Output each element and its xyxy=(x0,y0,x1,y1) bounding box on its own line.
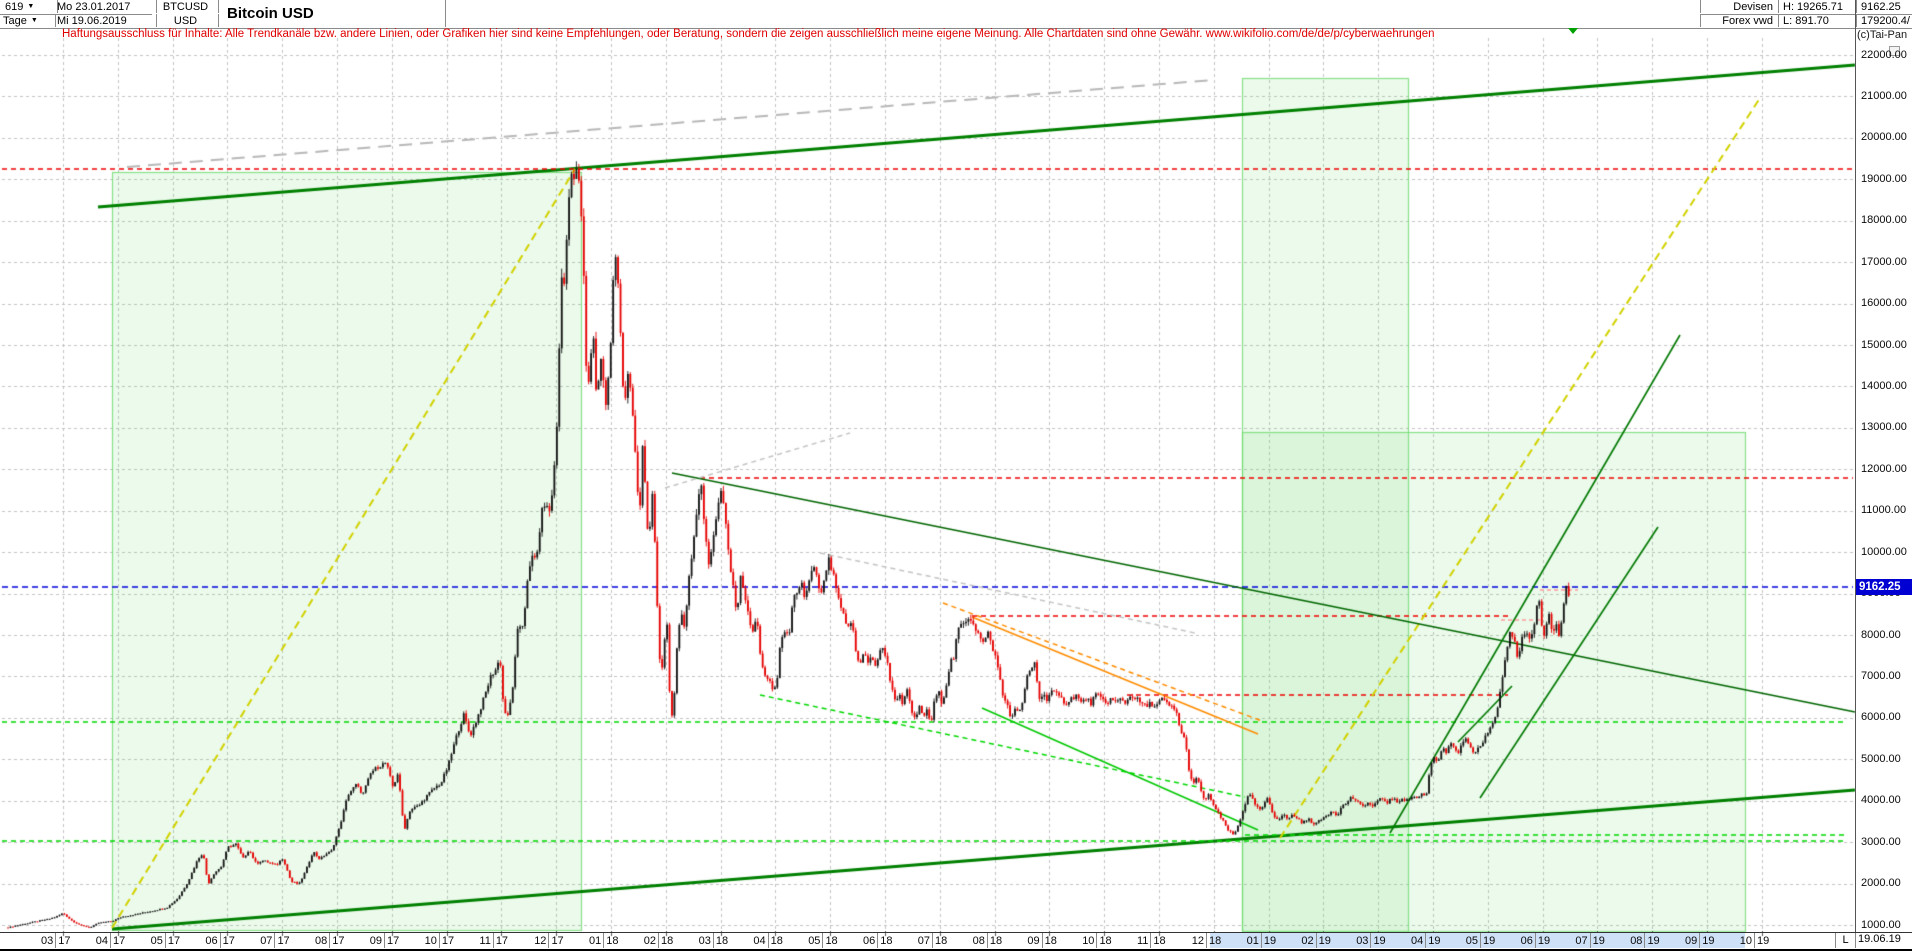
time-tick-label: 06 18 xyxy=(863,933,893,948)
price-tick-label: 10000.00 xyxy=(1861,545,1907,558)
resize-handle[interactable] xyxy=(1889,46,1900,56)
time-tick-label: 05 17 xyxy=(150,933,181,948)
time-tick-label: 10 17 xyxy=(424,933,455,948)
bars-count-dropdown[interactable]: 619 ▼ xyxy=(0,0,58,13)
time-tick-label: 01 18 xyxy=(589,933,619,948)
price-tick-label: 18000.00 xyxy=(1861,214,1907,227)
time-tick-label: 10 19 xyxy=(1739,933,1770,948)
time-tick-label: 04 19 xyxy=(1411,933,1441,948)
copyright-label: (c)Tai-Pan xyxy=(1857,29,1908,41)
marker-triangle-icon xyxy=(1568,28,1578,34)
time-tick-label: 03 17 xyxy=(41,933,71,948)
time-tick-label: 11 17 xyxy=(479,933,509,948)
price-tick-label: 7000.00 xyxy=(1861,669,1901,682)
price-tick-label: 19000.00 xyxy=(1861,172,1907,185)
time-tick-label: 07 17 xyxy=(260,933,290,948)
chevron-down-icon: ▼ xyxy=(27,3,35,10)
price-tick-label: 22000.00 xyxy=(1861,48,1907,61)
time-tick-label: 03 18 xyxy=(698,933,729,948)
time-tick-label: 06 19 xyxy=(1520,933,1551,948)
last-bar-marker: L xyxy=(1835,932,1856,948)
volume-cell: 179200.4/ xyxy=(1856,14,1912,27)
market-type-cell: Devisen xyxy=(1700,0,1778,13)
time-tick-label: 02 18 xyxy=(643,933,674,948)
price-axis-line xyxy=(1855,0,1856,948)
time-tick-label: 06 17 xyxy=(205,933,235,948)
price-tick-label: 3000.00 xyxy=(1861,835,1901,848)
time-axis-highlight xyxy=(1210,932,1745,948)
period-dropdown[interactable]: Tage ▼ xyxy=(0,14,56,27)
chart-title: Bitcoin USD xyxy=(219,0,446,27)
time-tick-label: 02 19 xyxy=(1301,933,1331,948)
time-tick-label: 07 19 xyxy=(1575,933,1605,948)
price-tick-label: 1000.00 xyxy=(1861,918,1901,931)
time-tick-label: 12 18 xyxy=(1191,933,1222,948)
price-tick-label: 11000.00 xyxy=(1861,504,1907,517)
low-value-cell: L: 891.70 xyxy=(1778,14,1859,27)
high-value-cell: H: 19265.71 xyxy=(1778,0,1859,13)
last-price-badge: 9162.25 xyxy=(1856,579,1912,595)
time-tick-label: 04 18 xyxy=(753,933,783,948)
price-tick-label: 21000.00 xyxy=(1861,89,1907,102)
price-tick-label: 16000.00 xyxy=(1861,297,1907,310)
time-tick-label: 09 18 xyxy=(1027,933,1057,948)
time-tick-label: 09 17 xyxy=(369,933,400,948)
time-tick-label: 01 19 xyxy=(1246,933,1277,948)
bottom-border xyxy=(0,948,1912,951)
time-tick-label: 11 18 xyxy=(1137,933,1166,948)
symbol-cell: BTCUSD xyxy=(153,0,219,13)
first-date-cell: Mo 23.01.2017 xyxy=(53,0,157,13)
time-tick-label: 12 17 xyxy=(534,933,564,948)
time-axis-line xyxy=(0,931,1912,933)
time-tick-label: 03 19 xyxy=(1356,933,1386,948)
header-bar: 619 ▼ Tage ▼ Mo 23.01.2017 Mi 19.06.2019… xyxy=(0,0,1912,27)
period-value: Tage xyxy=(3,14,27,27)
time-tick-label: 07 18 xyxy=(917,933,948,948)
time-tick-label: 05 18 xyxy=(808,933,838,948)
price-tick-label: 6000.00 xyxy=(1861,711,1901,724)
chevron-down-icon: ▼ xyxy=(30,17,38,24)
price-tick-label: 13000.00 xyxy=(1861,421,1907,434)
price-tick-label: 5000.00 xyxy=(1861,752,1901,765)
time-tick-label: 08 19 xyxy=(1630,933,1660,948)
time-tick-label: 08 18 xyxy=(972,933,1003,948)
time-tick-label: 04 17 xyxy=(95,933,126,948)
time-tick-label: 09 19 xyxy=(1685,933,1715,948)
currency-cell: USD xyxy=(153,14,219,27)
price-tick-label: 17000.00 xyxy=(1861,255,1907,268)
last-date-label: 19.06.19 xyxy=(1858,933,1901,945)
last-price-cell: 9162.25 xyxy=(1856,0,1912,13)
time-tick-label: 08 17 xyxy=(315,933,345,948)
price-tick-label: 15000.00 xyxy=(1861,338,1907,351)
header-divider xyxy=(0,27,1912,29)
price-tick-label: 8000.00 xyxy=(1861,628,1901,641)
price-tick-label: 14000.00 xyxy=(1861,379,1907,392)
time-tick-label: 10 18 xyxy=(1082,933,1112,948)
last-date-cell: Mi 19.06.2019 xyxy=(53,14,157,27)
price-tick-label: 2000.00 xyxy=(1861,877,1901,890)
price-tick-label: 4000.00 xyxy=(1861,794,1901,807)
bars-count-value: 619 xyxy=(5,0,24,13)
price-tick-label: 20000.00 xyxy=(1861,131,1907,144)
price-tick-label: 12000.00 xyxy=(1861,462,1907,475)
time-tick-label: 05 19 xyxy=(1465,933,1496,948)
feed-cell: Forex vwd xyxy=(1700,14,1776,27)
disclaimer-text: Haftungsausschluss für Inhalte: Alle Tre… xyxy=(62,28,1435,40)
